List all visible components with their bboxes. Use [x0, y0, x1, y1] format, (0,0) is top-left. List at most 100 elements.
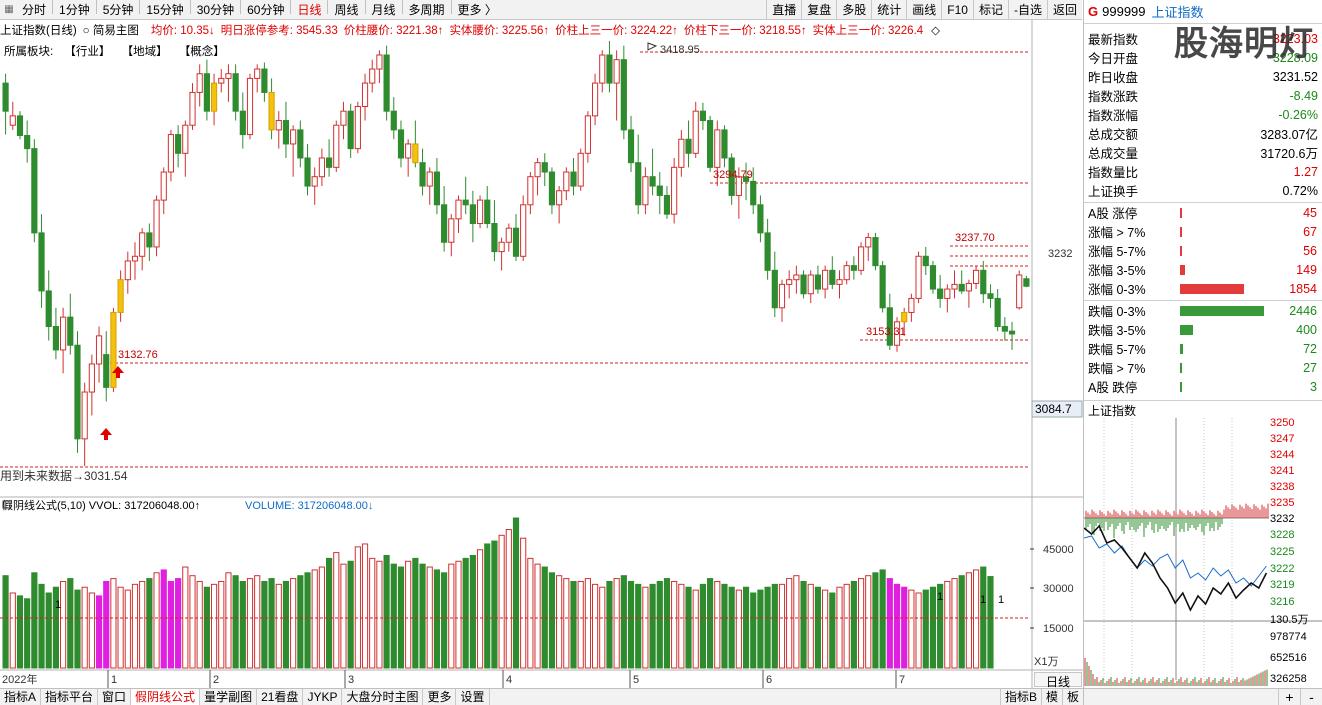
period-tab[interactable]: 更多 〉	[457, 2, 497, 17]
volume-bar	[663, 578, 671, 669]
volume-bar	[81, 586, 88, 669]
distribution-label: 跌幅 0-3%	[1088, 305, 1146, 319]
period-tab[interactable]: 月线	[371, 2, 396, 17]
period-tab[interactable]: 30分钟	[196, 2, 235, 17]
candle-body	[1023, 278, 1030, 287]
low-label: 用到未来数据→3031.54	[0, 468, 128, 483]
volume-label: VOLUME: 317206048.00↓	[245, 500, 373, 512]
stat-value: 3231.52	[1272, 69, 1318, 84]
distribution-value: 45	[1303, 205, 1317, 220]
volume-bar	[872, 572, 879, 669]
month-label: 5	[633, 674, 639, 686]
volume-bar	[829, 592, 836, 669]
volume-bar	[304, 572, 311, 669]
bottom-tab[interactable]: 更多	[423, 688, 457, 705]
volume-bar	[987, 576, 994, 669]
candle-body	[584, 115, 591, 154]
volume-bar	[620, 575, 627, 669]
bottom-tab[interactable]: 指标A	[0, 688, 42, 705]
candle-body	[433, 171, 441, 206]
distribution-label: 涨幅 5-7%	[1088, 245, 1146, 259]
collapse-icon[interactable]	[2, 500, 11, 509]
bottom-right-tab[interactable]: 指标B	[999, 689, 1041, 705]
distribution-value: 56	[1303, 243, 1317, 258]
candle-body	[671, 166, 678, 215]
bottom-tab[interactable]: 21看盘	[257, 688, 304, 705]
toolbar-button[interactable]: 画线	[906, 0, 941, 20]
distribution-row: 跌幅 5-7% 72	[1084, 339, 1322, 358]
lower-third-price: 价柱下三一价: 3218.55↑	[683, 25, 807, 37]
diamond-icon[interactable]: ◇	[931, 25, 941, 37]
distribution-label: 跌幅 5-7%	[1088, 343, 1146, 357]
stock-name[interactable]: 上证指数	[1151, 5, 1204, 20]
volume-bar	[124, 589, 131, 669]
mini-price-tick: 3247	[1270, 433, 1294, 445]
panel-bottom-button[interactable]: -	[1300, 689, 1322, 705]
panel-bottom-button[interactable]: +	[1278, 689, 1300, 705]
candle-body	[225, 73, 232, 79]
volume-bar	[232, 575, 239, 669]
toolbar-right-buttons: 直播 复盘 多股 统计 画线 F10 标记 -自选 返回	[766, 0, 1082, 20]
period-button[interactable]: 日线	[1034, 672, 1082, 689]
bottom-tab[interactable]: 指标平台	[41, 688, 99, 705]
candle-body	[491, 223, 498, 253]
period-tab[interactable]: 分时	[22, 2, 47, 17]
period-tab[interactable]: 周线	[334, 2, 359, 17]
distribution-bar	[1180, 245, 1182, 256]
volume-bar	[254, 575, 261, 669]
period-tab[interactable]: 日线	[297, 2, 322, 17]
volume-bar	[103, 580, 110, 669]
volume-mark: 1	[998, 594, 1004, 606]
candle-body	[757, 204, 764, 234]
candle-body	[103, 354, 110, 388]
sector-concept[interactable]: 【概念】	[178, 46, 225, 58]
grid-icon[interactable]: ▦	[4, 4, 14, 15]
volume-bar	[793, 575, 800, 669]
candle-body	[620, 59, 627, 131]
period-tab[interactable]: 5分钟	[102, 2, 134, 17]
mini-volume-tick: 326258	[1270, 673, 1307, 685]
bottom-tab[interactable]: 量学副图	[200, 688, 258, 705]
candle-body	[74, 344, 81, 440]
intraday-mini-chart[interactable]: 3250 3247 3244 3241 3238 3235 3232 3228 3225 3222…	[1084, 418, 1322, 688]
volume-bar	[570, 580, 577, 669]
toolbar-button[interactable]: 标记	[972, 0, 1008, 20]
distribution-value: 72	[1303, 341, 1317, 356]
candle-body	[210, 82, 218, 112]
bottom-right-tab[interactable]: 板	[1061, 689, 1083, 705]
candle-body	[131, 255, 139, 262]
toolbar-button[interactable]: 直播	[766, 0, 801, 20]
volume-bar	[599, 586, 606, 669]
stat-row: 总成交额 3283.07亿	[1084, 124, 1322, 143]
toolbar-button[interactable]: 复盘	[801, 0, 836, 20]
bottom-tab[interactable]: 窗口	[98, 688, 132, 705]
volume-bar	[333, 552, 340, 669]
level-label: 3237.70	[955, 232, 995, 244]
bottom-right-tab[interactable]: 模	[1040, 689, 1062, 705]
bottom-tab[interactable]: 大盘分时主图	[342, 688, 424, 705]
volume-bar	[520, 537, 527, 669]
bottom-tab[interactable]: JYKP	[303, 688, 343, 705]
bottom-tab[interactable]: 设置	[456, 688, 490, 705]
candle-body	[476, 199, 484, 225]
main-chart-button[interactable]: ○ 简易主图	[82, 25, 139, 37]
sector-industry[interactable]: 【行业】	[64, 46, 111, 58]
period-tab[interactable]: 多周期	[408, 2, 445, 17]
candle-body	[182, 124, 189, 154]
toolbar-button[interactable]: F10	[941, 0, 973, 20]
toolbar-button[interactable]: -自选	[1007, 0, 1047, 20]
volume-bar	[462, 557, 469, 669]
toolbar-button[interactable]: 返回	[1046, 0, 1082, 20]
bottom-tab[interactable]: 假阴线公式	[131, 688, 201, 705]
toolbar-button[interactable]: 多股	[836, 0, 871, 20]
period-tab[interactable]: 15分钟	[146, 2, 184, 17]
period-tab[interactable]: 60分钟	[247, 2, 285, 17]
distribution-label: A股 涨停	[1088, 207, 1138, 221]
period-tab[interactable]: 1分钟	[59, 2, 90, 17]
candle-body	[814, 274, 822, 290]
candle-body	[865, 237, 872, 248]
distribution-bar	[1180, 362, 1182, 373]
toolbar-button[interactable]: 统计	[871, 0, 906, 20]
sector-region[interactable]: 【地域】	[121, 46, 168, 58]
kline-chart[interactable]: 3418.95 3294.79 3237.70 3153.31 3132.76 用到未来数…	[0, 0, 1083, 688]
